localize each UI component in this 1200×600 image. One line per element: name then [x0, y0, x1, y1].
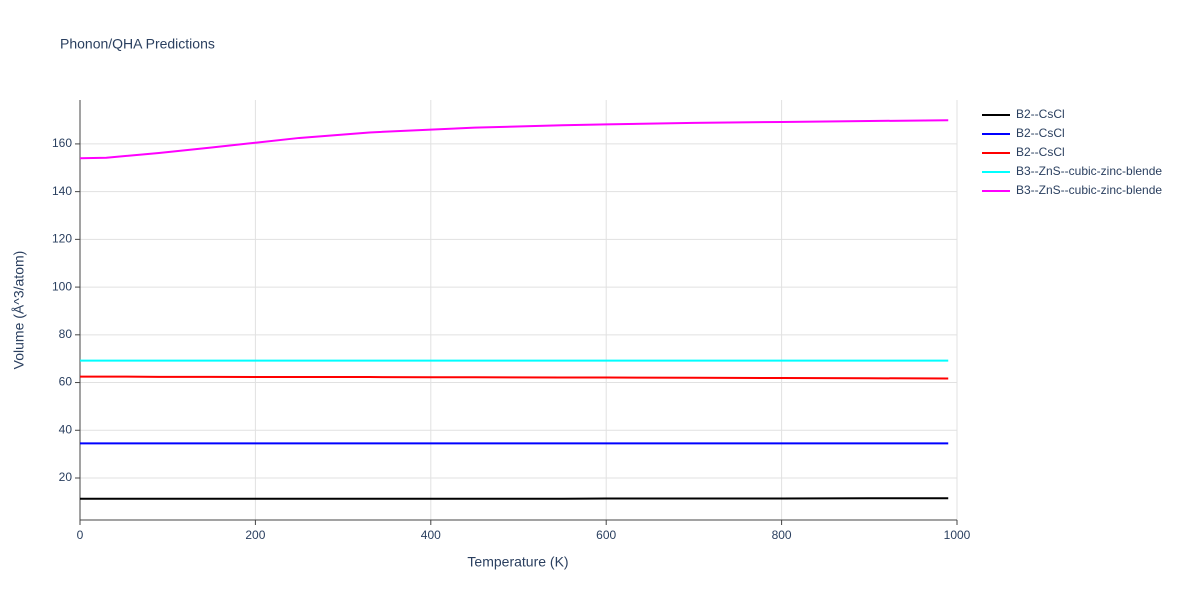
- x-tick-label: 800: [772, 528, 792, 542]
- y-tick-label: 140: [52, 184, 72, 198]
- x-axis-title: Temperature (K): [467, 554, 568, 570]
- series-line: [79, 119, 949, 160]
- legend-label: B2--CsCl: [1016, 126, 1065, 140]
- legend-label: B3--ZnS--cubic-zinc-blende: [1016, 164, 1162, 178]
- legend-label: B2--CsCl: [1016, 107, 1065, 121]
- x-tick-label: 600: [596, 528, 616, 542]
- x-tick-label: 200: [245, 528, 265, 542]
- legend-label: B2--CsCl: [1016, 145, 1065, 159]
- y-tick-label: 60: [59, 375, 73, 389]
- y-tick-label: 160: [52, 136, 72, 150]
- x-tick-label: 0: [77, 528, 84, 542]
- x-tick-label: 1000: [944, 528, 971, 542]
- y-axis-title: Volume (Å^3/atom): [11, 251, 27, 370]
- x-tick-label: 400: [421, 528, 441, 542]
- chart-title: Phonon/QHA Predictions: [60, 36, 215, 52]
- y-tick-label: 40: [59, 422, 73, 436]
- y-tick-label: 120: [52, 232, 72, 246]
- y-tick-label: 20: [59, 470, 73, 484]
- series-line: [80, 375, 949, 380]
- legend-label: B3--ZnS--cubic-zinc-blende: [1016, 183, 1162, 197]
- y-tick-label: 80: [59, 327, 73, 341]
- y-tick-label: 100: [52, 279, 72, 293]
